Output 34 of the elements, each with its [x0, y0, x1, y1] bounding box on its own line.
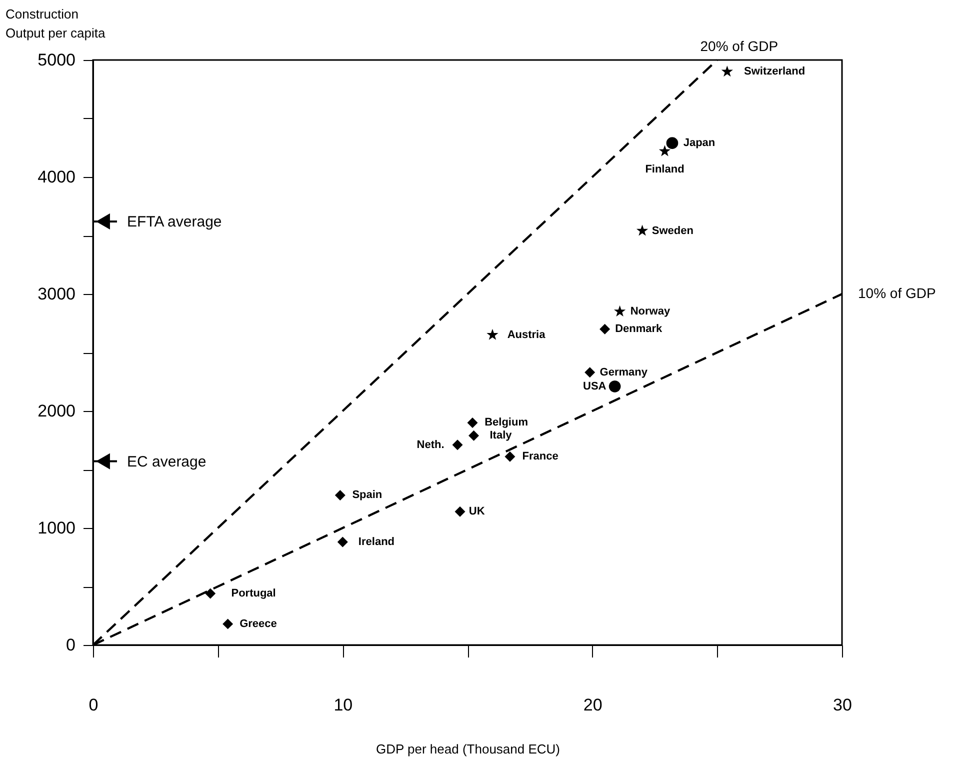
annotation: Switzerland — [744, 66, 806, 78]
annotation: Finland — [645, 163, 684, 176]
annotation: Norway — [630, 306, 671, 318]
y-tick-label: 2000 — [38, 402, 76, 420]
annotation: Sweden — [652, 224, 694, 237]
annotation: Greece — [240, 618, 277, 630]
x-tick-label: 20 — [583, 696, 602, 714]
y-tick-label: 3000 — [38, 284, 76, 304]
ref-line-label: EC average — [127, 453, 206, 470]
ref-line-label: EFTA average — [127, 213, 222, 230]
y-axis-title: Construction Output per capita — [6, 6, 106, 40]
annotation: Japan — [683, 137, 716, 150]
annotation: Ireland — [358, 536, 395, 548]
annotation: USA — [582, 380, 606, 392]
x-tick-label: 0 — [88, 696, 98, 714]
y-tick-label: 4000 — [38, 168, 76, 186]
x-tick-label: 10 — [334, 696, 353, 714]
y-tick-label: 5000 — [38, 50, 76, 70]
annotation: UK — [468, 506, 485, 518]
annotation: Portugal — [231, 588, 276, 600]
y-tick-label: 1000 — [38, 518, 76, 538]
annotation: Austria — [507, 328, 546, 341]
annotation: Italy — [490, 430, 513, 442]
annotation: Belgium — [484, 416, 528, 429]
x-tick-label: 30 — [833, 696, 852, 714]
annotation: France — [522, 450, 558, 463]
y-tick-label: 0 — [66, 636, 76, 654]
annotation: Spain — [352, 489, 382, 502]
series-label: 20% of GDP — [700, 38, 778, 54]
annotation: Germany — [600, 366, 648, 378]
annotation: Denmark — [615, 323, 664, 336]
series-label: 10% of GDP — [858, 285, 936, 301]
x-axis-title: GDP per head (Thousand ECU) — [376, 742, 560, 756]
annotation: Neth. — [416, 438, 444, 451]
